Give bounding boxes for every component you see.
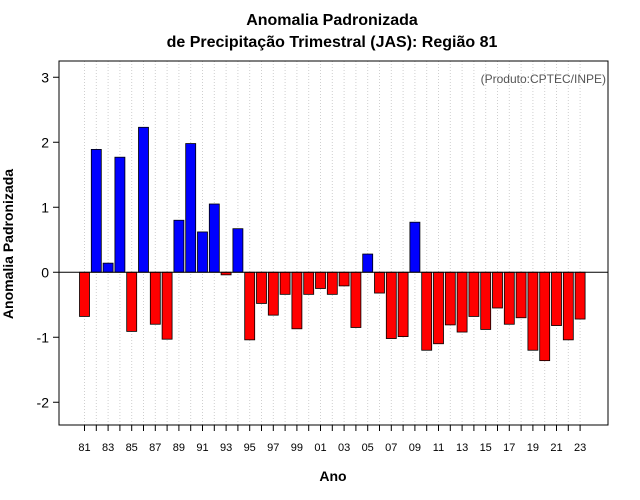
- chart-title-line1: Anomalia Padronizada: [246, 12, 418, 29]
- bar-2020: [539, 271, 551, 362]
- plot-frame: [58, 60, 609, 426]
- bar-2016: [492, 271, 503, 309]
- bar-2000: [303, 271, 315, 295]
- bar-1988: [161, 271, 173, 340]
- bar-2018: [515, 271, 527, 319]
- x-tick-label: 81: [78, 442, 90, 454]
- x-tick-label: 05: [362, 442, 374, 454]
- x-tick-label: 01: [314, 442, 326, 454]
- bar-1987: [149, 271, 161, 325]
- bar-1991: [197, 231, 208, 273]
- bar-1985: [126, 271, 138, 332]
- bar-1992: [208, 203, 220, 273]
- y-tick-label: 1: [41, 199, 49, 215]
- bar-2004: [350, 271, 362, 328]
- bar-1981: [79, 271, 90, 317]
- bar-1994: [232, 228, 244, 273]
- bar-1990: [185, 143, 197, 273]
- x-tick-label: 99: [291, 442, 303, 454]
- y-axis: -2 -1 0 1 2 3: [37, 69, 59, 410]
- y-axis-label: Anomalia Padronizada: [0, 169, 16, 319]
- bars: [79, 126, 586, 362]
- bar-1997: [267, 271, 279, 316]
- bar-2012: [444, 271, 456, 326]
- bar-1999: [291, 271, 303, 330]
- bar-2010: [421, 271, 433, 351]
- bar-2006: [374, 271, 385, 294]
- y-tick-label: -1: [37, 329, 50, 345]
- bar-2022: [562, 271, 574, 341]
- bar-1995: [244, 271, 256, 341]
- x-axis: 81 83 85 87 89 91 93 95 97 99 01 03 05 07 09 11 13 15 17 19…: [78, 425, 586, 454]
- x-tick-label: 93: [220, 442, 232, 454]
- bar-2005: [362, 253, 374, 273]
- bar-2008: [397, 271, 409, 337]
- bar-1986: [138, 126, 149, 273]
- bar-1982: [90, 148, 102, 273]
- bar-2015: [480, 271, 492, 330]
- credit-label: (Produto:CPTEC/INPE): [481, 72, 606, 86]
- x-tick-label: 07: [385, 442, 397, 454]
- x-axis-label: Ano: [319, 468, 346, 484]
- x-tick-label: 85: [126, 442, 138, 454]
- bar-2014: [468, 271, 480, 317]
- bar-1983: [102, 262, 114, 273]
- x-tick-label: 13: [456, 442, 468, 454]
- bar-1984: [114, 156, 126, 273]
- x-tick-label: 87: [149, 442, 161, 454]
- bar-2023: [574, 271, 586, 320]
- chart-title-line2: de Precipitação Trimestral (JAS): Região…: [167, 34, 498, 51]
- x-tick-label: 03: [338, 442, 350, 454]
- x-tick-label: 09: [409, 442, 421, 454]
- bar-2013: [456, 271, 468, 333]
- bar-2021: [551, 271, 562, 326]
- bar-2009: [409, 221, 421, 273]
- bar-2017: [503, 271, 515, 325]
- y-tick-label: 3: [41, 69, 49, 85]
- bar-1996: [256, 271, 267, 304]
- y-tick-label: -2: [37, 394, 50, 410]
- x-tick-label: 19: [527, 442, 539, 454]
- bar-2001: [315, 271, 326, 289]
- x-tick-label: 91: [196, 442, 208, 454]
- bar-2003: [338, 271, 350, 287]
- x-tick-label: 15: [480, 442, 492, 454]
- y-tick-label: 2: [41, 134, 49, 150]
- y-tick-label: 0: [41, 264, 49, 280]
- x-tick-label: 21: [550, 442, 562, 454]
- bar-2011: [433, 271, 444, 345]
- x-tick-label: 17: [503, 442, 515, 454]
- bar-2019: [527, 271, 539, 351]
- x-tick-label: 11: [433, 442, 444, 454]
- x-tick-label: 23: [574, 442, 586, 454]
- bar-2007: [385, 271, 397, 339]
- x-tick-label: 89: [173, 442, 185, 454]
- bar-1989: [173, 219, 185, 273]
- x-tick-label: 97: [267, 442, 279, 454]
- x-tick-label: 83: [102, 442, 114, 454]
- grid-lines: [84, 61, 581, 425]
- x-tick-label: 95: [244, 442, 256, 454]
- bar-1998: [279, 271, 291, 295]
- bar-2002: [326, 271, 338, 295]
